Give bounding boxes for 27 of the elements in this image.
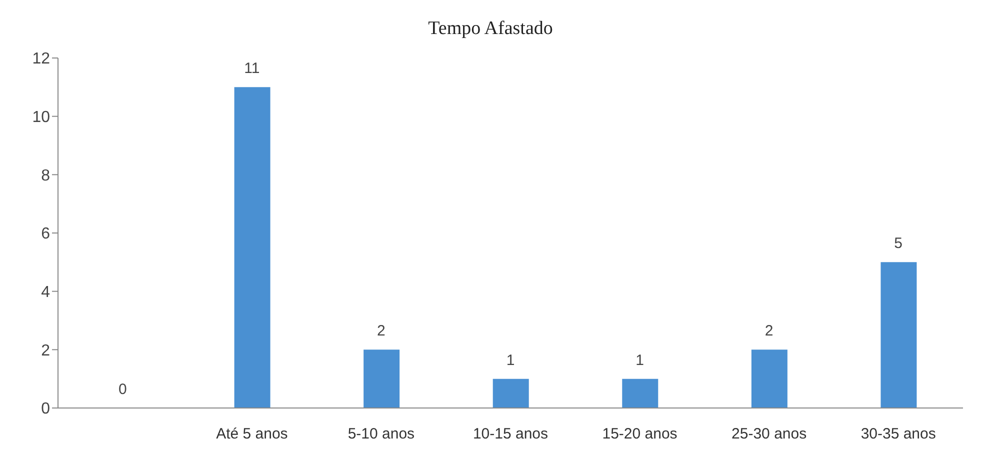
x-tick-label: 15-20 anos <box>602 426 678 443</box>
bar <box>492 378 529 408</box>
x-tick-label: Até 5 anos <box>216 426 288 443</box>
y-tick-label: 2 <box>41 342 50 360</box>
data-label: 11 <box>244 60 260 78</box>
x-tick-label: 25-30 anos <box>732 426 807 443</box>
y-tick-label: 0 <box>41 400 50 418</box>
bar <box>751 350 788 408</box>
y-tick-label: 12 <box>32 50 50 68</box>
bar <box>364 350 400 408</box>
y-tick-label: 10 <box>32 109 50 126</box>
data-label: 2 <box>377 322 386 340</box>
bar <box>880 262 917 408</box>
chart-title: Tempo Afastado <box>427 17 554 41</box>
bar <box>622 378 658 408</box>
y-tick-label: 8 <box>41 167 50 184</box>
data-label: 1 <box>636 352 644 369</box>
data-label: 0 <box>118 381 127 398</box>
data-label: 2 <box>764 322 774 340</box>
x-tick-label: 30-35 anos <box>860 426 936 443</box>
y-tick-label: 4 <box>41 284 50 302</box>
bar <box>234 87 270 408</box>
x-tick-label: 5-10 anos <box>348 426 415 443</box>
y-tick-label: 6 <box>41 226 50 243</box>
x-tick-label: 10-15 anos <box>472 426 548 443</box>
data-label: 5 <box>894 235 903 252</box>
data-label: 1 <box>506 352 515 369</box>
